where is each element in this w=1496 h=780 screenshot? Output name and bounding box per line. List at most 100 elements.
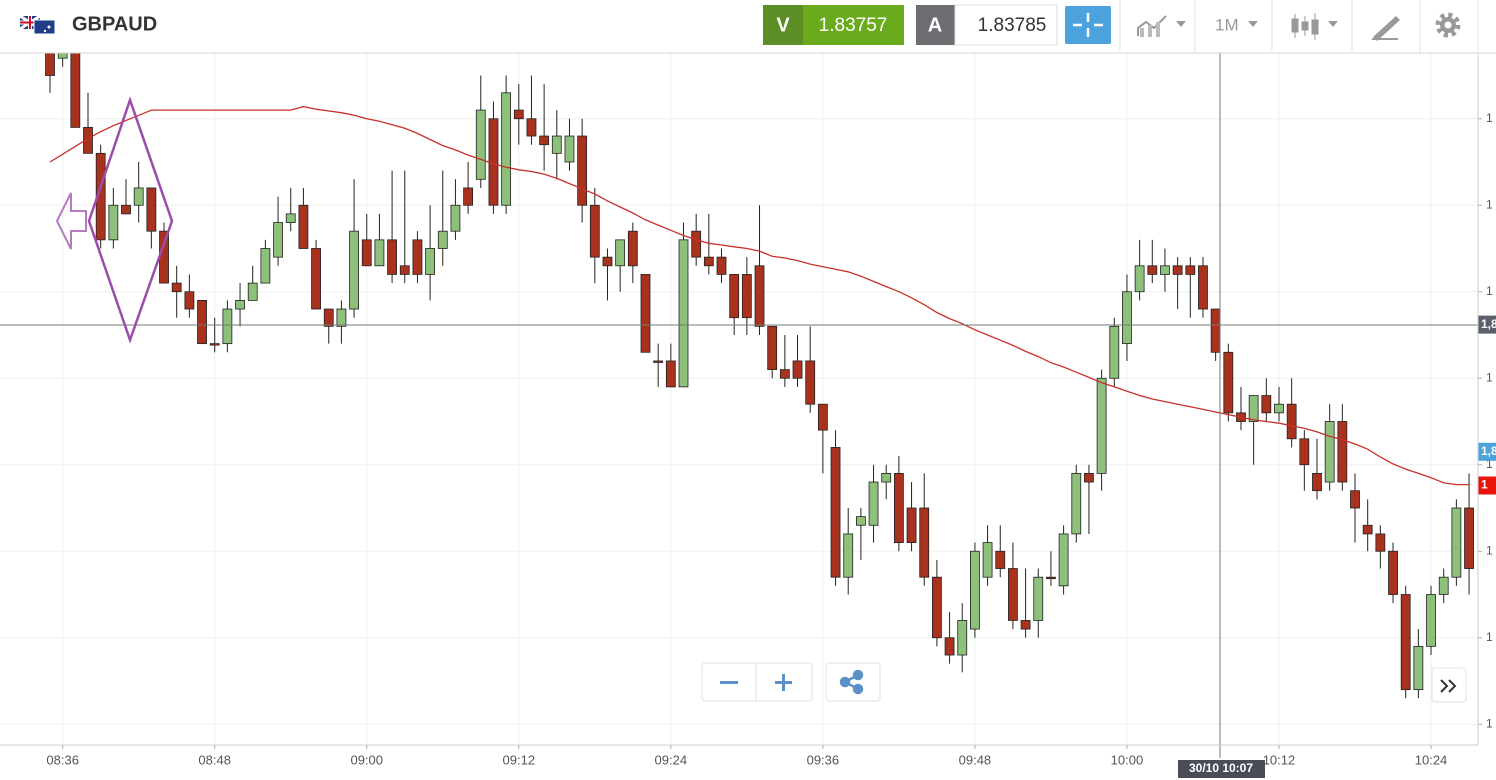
price-badge	[1478, 315, 1496, 334]
candle-body	[349, 230, 359, 310]
candle-body	[222, 308, 233, 345]
candle-body	[184, 291, 195, 310]
candle-body	[209, 343, 220, 346]
buy-price-box[interactable]	[954, 4, 1058, 46]
scroll-icon	[1440, 679, 1457, 693]
candle-body	[1426, 594, 1436, 647]
candle-body	[1160, 265, 1170, 275]
candle-body	[1223, 351, 1234, 414]
plot-layer: 1 1 1 1 1 1 1 1 08:36 08:48 09:00 09:12 09:24 09:36 09…	[0, 49, 1493, 767]
x-tick-label: 10:00	[1111, 752, 1144, 767]
drawing-tools-button[interactable]	[1372, 16, 1400, 41]
y-tick-label: 1	[1486, 630, 1493, 644]
candle-body	[881, 472, 892, 483]
candle-body	[1109, 325, 1120, 379]
y-tick-label: 1	[1486, 284, 1493, 298]
candle-body	[70, 49, 81, 128]
candle-body	[1388, 550, 1398, 595]
candle-body	[589, 204, 600, 258]
candle-body	[855, 516, 866, 526]
candle-body	[247, 282, 258, 301]
candle-body	[146, 187, 157, 232]
price-badge	[1478, 476, 1496, 495]
candle-body	[830, 447, 841, 578]
candle-body	[703, 256, 714, 267]
candle-body	[627, 230, 638, 267]
candle-body	[285, 213, 296, 223]
sell-label: V	[776, 14, 790, 36]
candle-body	[843, 533, 854, 578]
candle-body	[260, 248, 271, 284]
share-button[interactable]	[839, 669, 864, 695]
candle-body	[361, 239, 372, 267]
x-tick-label: 09:36	[807, 752, 840, 767]
x-tick-label: 08:48	[198, 752, 231, 767]
x-tick-label: 09:24	[655, 752, 688, 767]
x-tick-label: 08:36	[46, 752, 79, 767]
toolbar: GBPAUD V 1.83757 A 1.83785 1M	[0, 0, 1496, 54]
candle-body	[298, 204, 309, 249]
candle-body	[1071, 472, 1082, 535]
candle-body	[577, 135, 588, 206]
candle-body	[159, 230, 169, 284]
share-box	[825, 662, 881, 702]
candle-body	[1122, 291, 1132, 345]
x-tick-label: 09:48	[959, 752, 992, 767]
price-badge-label: 1	[1481, 478, 1488, 492]
candle-body	[539, 135, 550, 146]
candle-body	[1324, 421, 1335, 483]
candle-body	[463, 187, 474, 206]
candle-body	[1248, 395, 1259, 422]
candle-body	[1350, 490, 1360, 509]
candle-body	[653, 360, 664, 363]
candle-body	[311, 248, 321, 310]
x-tick-label: 10:24	[1415, 752, 1448, 767]
candle-body	[450, 204, 461, 232]
candle-body	[1464, 507, 1474, 569]
timeframe[interactable]: 1M	[1215, 15, 1239, 34]
candle-body	[1274, 403, 1284, 414]
candle-body	[982, 542, 993, 578]
y-tick-label: 1	[1486, 197, 1493, 211]
candle-body	[323, 308, 334, 327]
sell-label-box[interactable]	[763, 5, 803, 45]
scroll-right-button[interactable]	[1431, 667, 1467, 703]
candle-body	[1046, 576, 1056, 580]
sell-price: 1.83757	[819, 15, 888, 36]
candle-body	[551, 135, 562, 154]
x-tick-label: 09:00	[350, 752, 383, 767]
settings-button[interactable]	[1435, 12, 1461, 38]
candle-body	[1261, 395, 1272, 414]
candle-body	[691, 230, 702, 258]
candle-body	[133, 187, 144, 206]
chart-type-button[interactable]	[1137, 15, 1186, 37]
crosshair-button[interactable]	[1065, 6, 1111, 44]
candle-body	[893, 472, 904, 543]
candle-body	[1299, 438, 1310, 466]
candle-body	[817, 403, 828, 431]
candle-body	[1033, 576, 1044, 621]
candle-body	[741, 274, 752, 319]
candle-body	[919, 507, 930, 578]
candle-body	[1008, 568, 1018, 621]
candle-body	[602, 256, 613, 267]
buy-label-box[interactable]	[916, 5, 955, 45]
candle-body	[197, 299, 207, 345]
candle-body	[526, 118, 537, 137]
sell-price-box[interactable]	[803, 5, 904, 45]
candle-style-button[interactable]	[1291, 13, 1338, 40]
y-tick-label: 1	[1486, 716, 1493, 730]
candle-body	[678, 239, 689, 388]
crosshair-time-box	[1178, 760, 1265, 778]
zoom-out-button[interactable]	[720, 681, 738, 684]
candle-body	[273, 222, 283, 258]
candle-body	[944, 637, 955, 656]
candle-body	[615, 239, 626, 267]
zoom-in-button[interactable]	[775, 674, 792, 691]
candle-body	[970, 550, 980, 630]
candle-body	[1058, 533, 1069, 587]
buy-label: A	[928, 14, 942, 36]
candle-body	[475, 109, 486, 180]
candle-body	[83, 126, 93, 154]
candle-body	[336, 308, 347, 327]
